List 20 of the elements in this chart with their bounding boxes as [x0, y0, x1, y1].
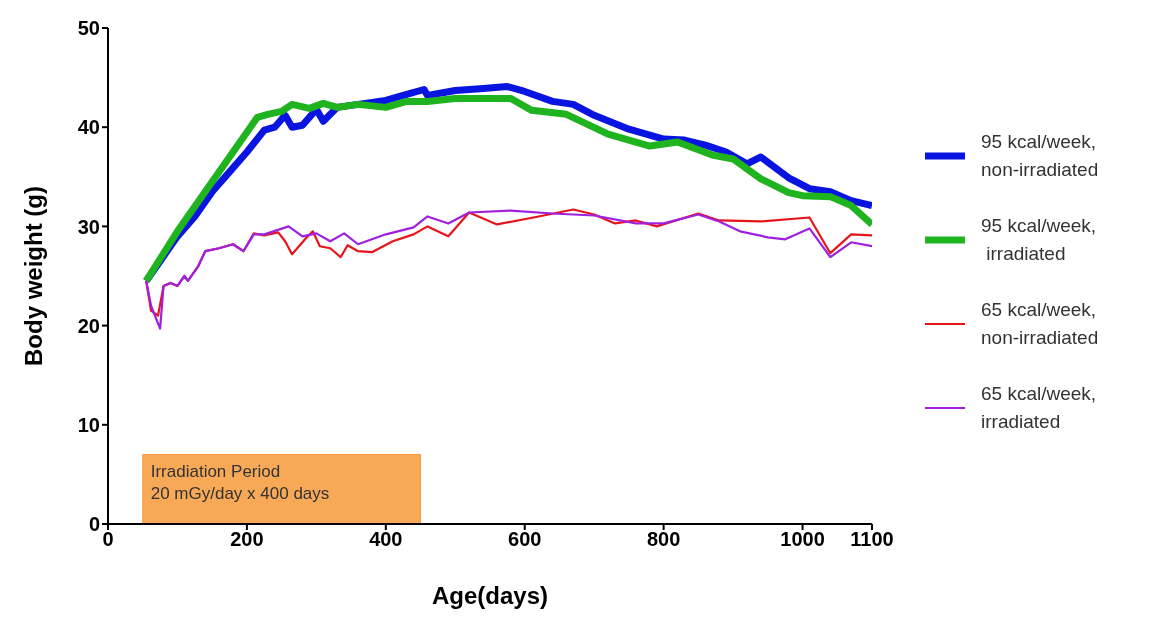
y-tick-label: 40 [77, 116, 100, 139]
y-tick-label: 0 [88, 513, 100, 536]
y-tick-label: 10 [77, 413, 100, 436]
y-tick-label: 30 [77, 215, 100, 238]
x-tick-label: 600 [508, 528, 542, 551]
x-tick-label: 800 [646, 528, 681, 551]
legend-label: 95 kcal/week, irradiated [981, 214, 1097, 266]
x-tick-label: 1100 [850, 528, 894, 551]
x-tick-label: 200 [230, 528, 264, 551]
legend-label: 95 kcal/week, non-irradiated [981, 130, 1099, 182]
y-axis-title: Body weight (g) [19, 186, 47, 366]
x-tick-label: 400 [369, 528, 403, 551]
legend-label: 65 kcal/week, irradiated [981, 382, 1097, 434]
band-label: Irradiation Period 20 mGy/day x 400 days [150, 461, 330, 503]
y-tick-label: 20 [77, 314, 100, 337]
x-tick-label: 0 [102, 528, 114, 551]
y-tick-label: 50 [77, 17, 100, 40]
x-axis-title: Age(days) [431, 582, 549, 609]
legend-label: 65 kcal/week, non-irradiated [981, 298, 1099, 350]
x-tick-label: 1000 [780, 528, 825, 551]
